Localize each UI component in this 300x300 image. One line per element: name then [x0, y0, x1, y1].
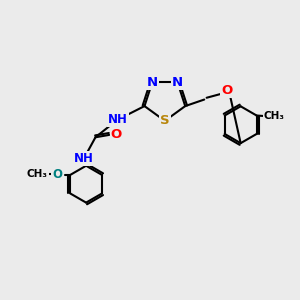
- Text: NH: NH: [108, 113, 128, 126]
- Text: O: O: [221, 84, 232, 98]
- Text: CH₃: CH₃: [264, 111, 285, 121]
- Text: N: N: [172, 76, 183, 89]
- Text: NH: NH: [74, 152, 94, 165]
- Text: O: O: [111, 128, 122, 141]
- Text: O: O: [52, 168, 62, 181]
- Text: N: N: [147, 76, 158, 89]
- Text: CH₃: CH₃: [27, 169, 48, 179]
- Text: S: S: [160, 114, 170, 128]
